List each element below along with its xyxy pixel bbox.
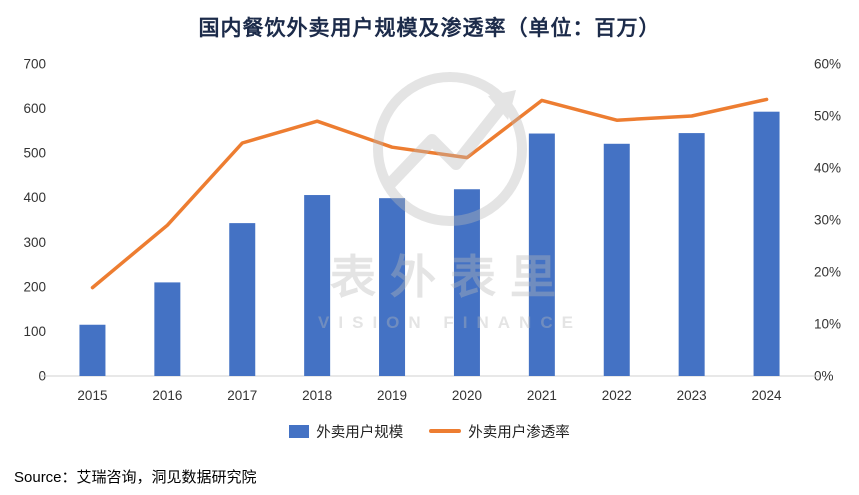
penetration-line bbox=[90, 97, 769, 290]
chart-area: 0 100 200 300 400 500 600 700 0% 10% 20% 30% 40% 50% 6… bbox=[0, 44, 859, 416]
x-axis-label: 2019 bbox=[377, 388, 407, 403]
legend-item-bars: 外卖用户规模 bbox=[289, 421, 403, 442]
combo-chart: 01002003004005006007000%10%20%30%40%50%6… bbox=[23, 57, 841, 404]
right-axis-tick: 30% bbox=[814, 213, 841, 228]
x-axis-label: 2015 bbox=[77, 388, 107, 403]
line-swatch-icon bbox=[429, 429, 462, 433]
left-axis-tick: 700 bbox=[23, 57, 46, 72]
bar-2015 bbox=[79, 324, 106, 376]
legend-label-line: 外卖用户渗透率 bbox=[468, 424, 570, 441]
x-axis-label: 2018 bbox=[302, 388, 332, 403]
x-axis-label: 2016 bbox=[152, 388, 182, 403]
bar-2021 bbox=[528, 133, 555, 376]
bar-2017 bbox=[229, 223, 256, 376]
legend: 外卖用户规模 外卖用户渗透率 bbox=[0, 416, 859, 446]
bar-2020 bbox=[453, 189, 480, 376]
right-axis-tick: 10% bbox=[814, 317, 841, 332]
right-axis-tick: 40% bbox=[814, 161, 841, 176]
x-axis-label: 2021 bbox=[527, 388, 557, 403]
right-axis-tick: 20% bbox=[814, 265, 841, 280]
left-axis-tick: 500 bbox=[23, 146, 46, 161]
left-axis-tick: 600 bbox=[23, 101, 46, 116]
right-axis-tick: 0% bbox=[814, 369, 834, 384]
legend-item-line: 外卖用户渗透率 bbox=[429, 421, 570, 442]
bar-2023 bbox=[678, 133, 705, 376]
source-note: Source：艾瑞咨询，洞见数据研究院 bbox=[14, 469, 257, 486]
x-axis-label: 2024 bbox=[752, 388, 783, 403]
left-axis-tick: 400 bbox=[23, 190, 46, 205]
left-axis-tick: 100 bbox=[23, 324, 46, 339]
bar-2019 bbox=[379, 198, 406, 376]
x-axis-label: 2022 bbox=[602, 388, 632, 403]
left-axis-tick: 200 bbox=[23, 279, 46, 294]
x-axis-label: 2020 bbox=[452, 388, 482, 403]
legend-label-bars: 外卖用户规模 bbox=[316, 424, 404, 441]
bar-2022 bbox=[603, 143, 630, 376]
right-axis-tick: 50% bbox=[814, 109, 841, 124]
left-axis-tick: 300 bbox=[23, 235, 46, 250]
bar-2016 bbox=[154, 282, 181, 376]
bar-2024 bbox=[753, 111, 780, 376]
bar-swatch-icon bbox=[289, 424, 310, 438]
chart-title: 国内餐饮外卖用户规模及渗透率（单位：百万） bbox=[198, 17, 661, 40]
x-axis-label: 2023 bbox=[677, 388, 707, 403]
x-axis-label: 2017 bbox=[227, 388, 257, 403]
bar-2018 bbox=[304, 195, 331, 376]
right-axis-tick: 60% bbox=[814, 57, 841, 72]
